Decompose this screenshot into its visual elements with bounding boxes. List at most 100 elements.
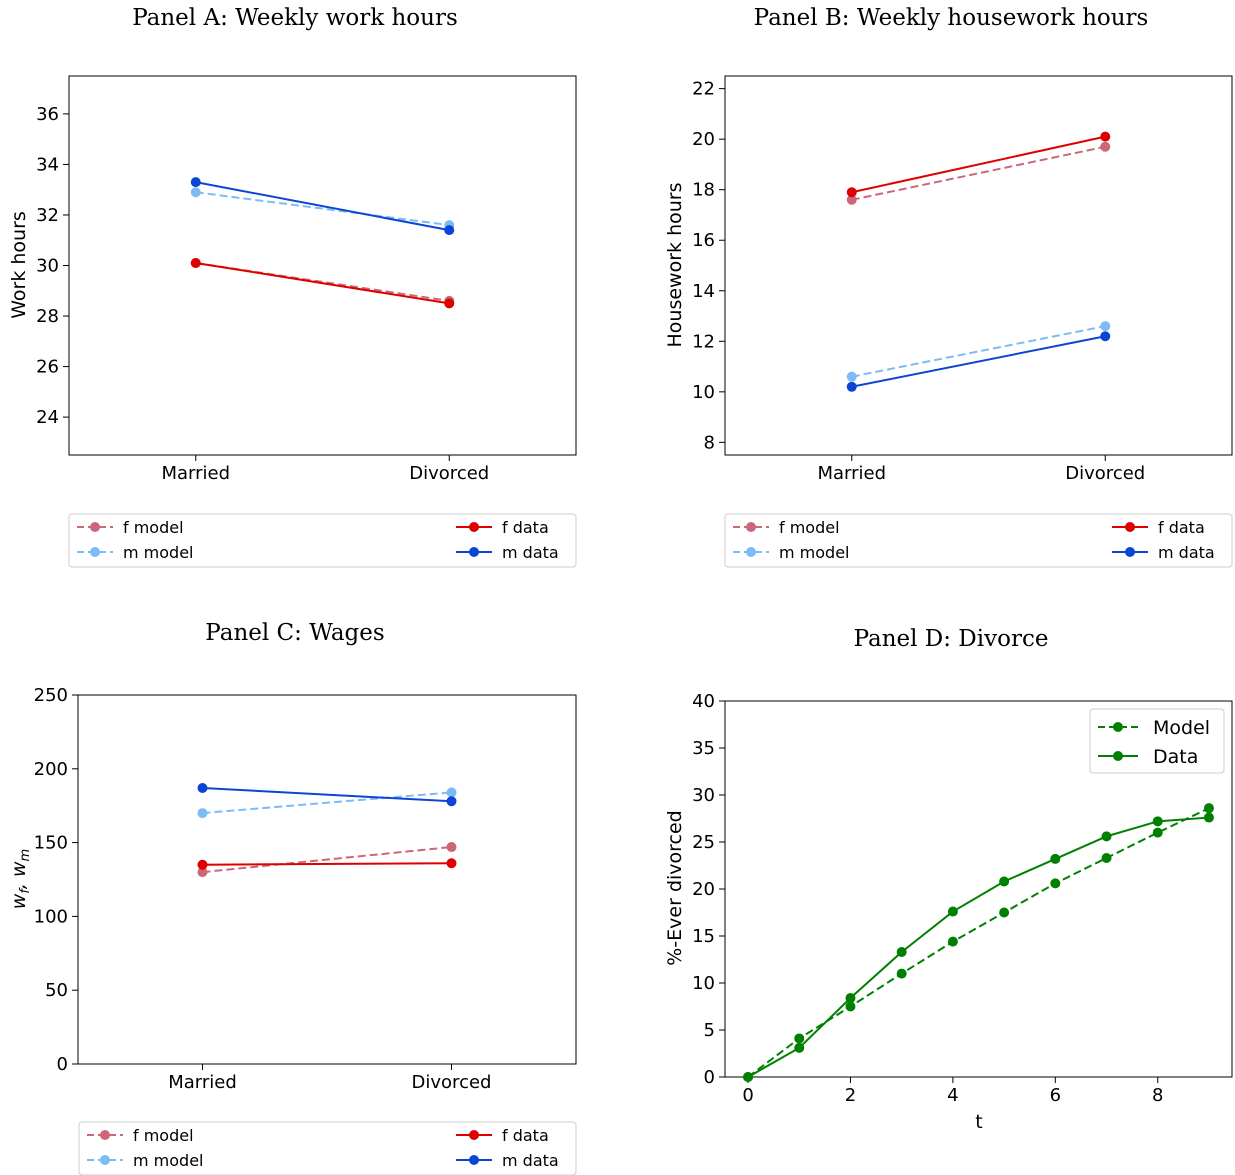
panel-d-point-Model bbox=[896, 968, 907, 979]
panel-d-point-Model bbox=[947, 936, 958, 947]
panel-d-point-Data bbox=[845, 993, 856, 1004]
panel-b-point-f-model bbox=[846, 194, 857, 205]
panel-b-legend-label-m-data: m data bbox=[1158, 543, 1215, 562]
panel-b-ytick-label: 16 bbox=[692, 230, 715, 251]
panel-b-ytick-label: 10 bbox=[692, 382, 715, 403]
panel-a-legend-marker-m-model bbox=[90, 547, 100, 557]
panel-d-series-line-Model bbox=[747, 807, 1210, 1078]
panel-d-ytick-label: 20 bbox=[692, 879, 715, 900]
panel-a-series-line-m-data bbox=[195, 181, 450, 232]
panel-a-legend-marker-f-model bbox=[90, 522, 100, 532]
panel-b-legend-marker-m-data bbox=[1125, 547, 1135, 557]
panel-d-plot: 0 5 10 15 20 25 30 35 40 0 2 4 6 8 Model Data bbox=[692, 691, 1233, 1106]
panel-a-point-m-model bbox=[190, 187, 201, 198]
panel-d-xtick-label: 8 bbox=[1152, 1085, 1163, 1106]
panel-d-point-Model bbox=[1203, 803, 1214, 814]
panel-b-point-m-model bbox=[846, 371, 857, 382]
panel-c-plot: 0 50 100 150 200 250 Married Divorced f model m m… bbox=[34, 685, 577, 1175]
panel-d-point-Data bbox=[794, 1042, 805, 1053]
panel-a-point-m-data bbox=[190, 177, 201, 188]
panel-c-legend-marker-m-model bbox=[100, 1155, 110, 1165]
panel-d-point-Data bbox=[896, 946, 907, 957]
panel-b-ylabel: Housework hours bbox=[664, 183, 686, 348]
panel-d-ytick-label: 30 bbox=[692, 785, 715, 806]
panel-d-xlabel: t bbox=[975, 1111, 982, 1133]
panel-b-point-m-data bbox=[1100, 331, 1111, 342]
panel-b-legend-marker-f-data bbox=[1125, 522, 1135, 532]
panel-d-point-Model bbox=[1101, 852, 1112, 863]
panel-a-ytick-label: 34 bbox=[36, 154, 59, 175]
panel-b-legend-label-m-model: m model bbox=[779, 543, 850, 562]
panel-d-legend-marker-Data bbox=[1113, 751, 1123, 761]
panel-d-point-Data bbox=[1203, 812, 1214, 823]
panel-c-series-line-f-model bbox=[202, 846, 452, 874]
panel-b-series-line-f-model bbox=[851, 145, 1106, 201]
panel-a-ytick-label: 26 bbox=[36, 357, 59, 378]
panel-d-legend-label-Model: Model bbox=[1153, 717, 1210, 739]
panel-d-point-Data bbox=[743, 1072, 754, 1082]
panel-c-legend-marker-f-data bbox=[469, 1130, 479, 1140]
panel-a-series-line-m-model bbox=[195, 191, 450, 227]
panel-d-ytick-label: 25 bbox=[692, 832, 715, 853]
panel-c-ytick-label: 200 bbox=[34, 759, 68, 780]
panel-d-point-Model bbox=[845, 1001, 856, 1012]
panel-d-ytick-label: 35 bbox=[692, 738, 715, 759]
panel-b-xtick-label: Married bbox=[817, 463, 886, 484]
panel-a-series-line-f-data bbox=[195, 261, 450, 305]
panel-b-ytick-label: 22 bbox=[692, 79, 715, 100]
panel-c-point-f-data bbox=[446, 858, 457, 869]
panel-b-legend bbox=[724, 513, 1233, 568]
panel-b-plot: 8 10 12 14 16 18 20 22 Married Divorced f model m m… bbox=[692, 75, 1233, 568]
panel-c-xtick-label: Divorced bbox=[412, 1072, 492, 1093]
panel-d-point-Model bbox=[1152, 827, 1163, 838]
panel-b-legend-marker-f-model bbox=[746, 522, 756, 532]
panel-a-ylabel: Work hours bbox=[8, 211, 30, 319]
panel-c-ylabel-w2: w bbox=[8, 861, 30, 877]
panel-a-legend-label-m-model: m model bbox=[123, 543, 194, 562]
panel-b-point-m-data bbox=[846, 381, 857, 392]
panel-c-ylabel-sub-f: f bbox=[18, 887, 33, 894]
panel-d-point-Model bbox=[999, 907, 1010, 918]
panel-c-ylabel-sep: , bbox=[8, 877, 30, 889]
panel-a-title: Panel A: Weekly work hours bbox=[132, 5, 458, 31]
panel-d-ytick-label: 5 bbox=[704, 1020, 715, 1041]
panel-c-series-line-f-data bbox=[202, 862, 452, 866]
panel-b-legend-label-f-data: f data bbox=[1158, 518, 1205, 537]
panel-a-xtick-label: Married bbox=[161, 463, 230, 484]
panel-b-xtick-label: Divorced bbox=[1065, 463, 1145, 484]
panel-c-ytick-label: 250 bbox=[34, 685, 68, 706]
panel-c-point-m-data bbox=[446, 796, 457, 807]
panel-c-legend-marker-m-data bbox=[469, 1155, 479, 1165]
panel-b-series-line-m-data bbox=[851, 335, 1106, 388]
panel-a-ytick-label: 24 bbox=[36, 407, 59, 428]
panel-a-point-f-data bbox=[190, 257, 201, 268]
panel-b-point-f-data bbox=[1100, 131, 1111, 142]
panel-b-series-line-m-model bbox=[851, 325, 1106, 378]
panel-c-legend-label-f-data: f data bbox=[502, 1126, 549, 1145]
panel-c-point-m-model bbox=[446, 787, 457, 798]
panel-c-legend-label-m-data: m data bbox=[502, 1151, 559, 1170]
panel-a-legend-label-f-model: f model bbox=[123, 518, 184, 537]
panel-a-plot: 24 26 28 30 32 34 36 Married Divorced f model m mo… bbox=[36, 75, 577, 568]
panel-a-point-f-data bbox=[444, 298, 455, 309]
panel-c-ytick-label: 0 bbox=[57, 1054, 68, 1075]
panel-c-ytick-label: 50 bbox=[45, 980, 68, 1001]
panel-a-ytick-label: 28 bbox=[36, 306, 59, 327]
panel-a-xtick-label: Divorced bbox=[409, 463, 489, 484]
panel-a-ytick-label: 30 bbox=[36, 256, 59, 277]
panel-b-point-f-model bbox=[1100, 141, 1111, 152]
panel-b-legend-marker-m-model bbox=[746, 547, 756, 557]
panel-a-point-m-data bbox=[444, 225, 455, 236]
panel-d-xtick-label: 6 bbox=[1050, 1085, 1061, 1106]
panel-c-legend-marker-f-model bbox=[100, 1130, 110, 1140]
panel-d-ytick-label: 15 bbox=[692, 926, 715, 947]
panel-b-ytick-label: 12 bbox=[692, 331, 715, 352]
panel-c-series-line-m-data bbox=[202, 786, 452, 803]
panel-a-legend-marker-m-data bbox=[469, 547, 479, 557]
panel-d-xtick-label: 4 bbox=[947, 1085, 958, 1106]
panel-a-legend-label-m-data: m data bbox=[502, 543, 559, 562]
panel-b-plot-frame bbox=[724, 75, 1233, 456]
panel-c-point-m-model bbox=[197, 808, 208, 819]
panel-d-point-Model bbox=[1050, 878, 1061, 889]
